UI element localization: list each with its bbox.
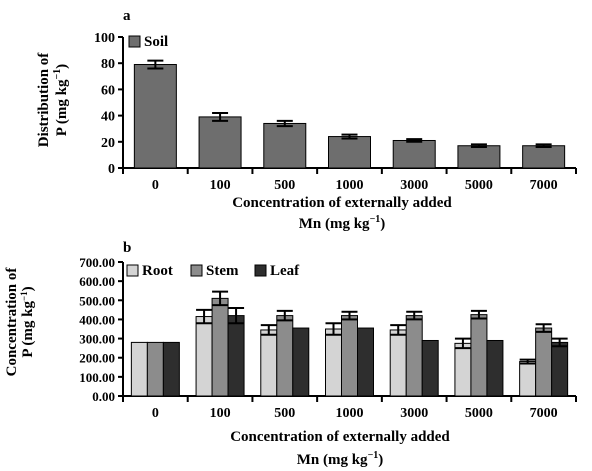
chart-a-xtick-label: 5000	[465, 178, 493, 193]
chart-a-xlabel-close: )	[380, 216, 385, 232]
chart-b-legend-swatch-root	[126, 264, 139, 277]
chart-b-ylabel-unit: P (mg kg	[20, 300, 36, 357]
chart-a-panel-label: a	[123, 8, 131, 24]
chart-a-xtick-label: 3000	[400, 178, 428, 193]
chart-b-panel-label: b	[123, 240, 131, 256]
chart-a-xtick-label: 1000	[336, 178, 364, 193]
chart-b-bar-root	[195, 316, 213, 397]
chart-a-bar-soil	[328, 136, 371, 169]
chart-a-xtick-label: 500	[274, 178, 295, 193]
chart-a-bar-soil	[198, 116, 242, 169]
chart-b-ylabel-line1: Concentration of	[4, 267, 20, 377]
chart-b-xtick-label: 1000	[336, 406, 364, 421]
chart-b-xlabel-close: )	[378, 452, 383, 468]
chart-b-bar-leaf	[162, 341, 180, 397]
chart-b-bar-leaf	[486, 339, 504, 397]
chart-a-ylabel-sup: −1	[52, 69, 63, 80]
chart-b-legend-label-root: Root	[142, 263, 173, 279]
chart-b-ytick-label: 700.00	[79, 255, 115, 270]
chart-b-bar-stem	[405, 315, 423, 397]
chart-b-bar-stem	[276, 315, 294, 397]
chart-a-ytick-label: 80	[101, 57, 115, 72]
chart-b-xlabel-sup: −1	[368, 450, 379, 461]
chart-a-xlabel-line2: Mn (mg kg−1)	[299, 214, 386, 232]
chart-a-xtick-label: 7000	[530, 178, 558, 193]
chart-b-bar-leaf	[227, 315, 245, 397]
chart-a-bar-soil	[392, 139, 436, 169]
chart-b-xtick-label: 5000	[465, 406, 493, 421]
chart-b-bar-root	[454, 342, 472, 397]
chart-a-ylabel-close: )	[54, 64, 70, 69]
chart-b-plot: 0.00 100.00 200.00 300.00 400.00 500.00 600.00…	[79, 255, 577, 421]
chart-b-bar-root	[130, 341, 148, 397]
chart-a: a Distribution of P (mg kg−1) Concentrat…	[36, 8, 577, 232]
chart-b-xtick-label: 100	[210, 406, 231, 421]
chart-b-ylabel-sup: −1	[19, 291, 29, 301]
chart-b-ylabel-line2: P (mg kg−1)	[19, 286, 36, 357]
chart-b-xtick-label: 3000	[400, 406, 428, 421]
chart-b: b Concentration of P (mg kg−1) Concentra…	[4, 240, 577, 468]
chart-b-xtick-label: 7000	[530, 406, 558, 421]
chart-b-bar-stem	[211, 297, 229, 397]
chart-a-ytick-label: 0	[108, 162, 115, 177]
chart-b-bar-leaf	[357, 327, 374, 397]
chart-b-xlabel-line1: Concentration of externally added	[230, 429, 450, 445]
chart-b-ytick-label: 300.00	[79, 332, 115, 347]
chart-b-bar-root	[519, 361, 537, 397]
chart-a-bar-soil	[263, 122, 307, 169]
chart-b-xlabel-unit: Mn (mg kg	[297, 452, 368, 468]
chart-a-bar-soil	[457, 145, 501, 169]
chart-b-bar-stem	[341, 315, 358, 397]
chart-b-xlabel-line2: Mn (mg kg−1)	[297, 450, 384, 468]
chart-b-bar-stem	[146, 341, 164, 397]
chart-b-xtick-label: 500	[274, 406, 295, 421]
chart-b-bar-root	[389, 329, 407, 397]
chart-b-xtick-label: 0	[152, 406, 159, 421]
chart-b-bar-stem	[535, 327, 553, 397]
chart-b-bar-leaf	[421, 339, 439, 397]
chart-a-ylabel-line1: Distribution of	[36, 52, 52, 148]
chart-a-ylabel-unit: P (mg kg	[54, 79, 70, 136]
chart-b-legend-swatch-stem	[190, 264, 203, 277]
chart-b-bar-leaf	[551, 341, 569, 397]
chart-a-ytick-label: 20	[101, 136, 115, 151]
chart-b-ytick-label: 200.00	[79, 351, 115, 366]
chart-a-ytick-label: 100	[94, 31, 115, 46]
chart-b-ytick-label: 400.00	[79, 312, 115, 327]
chart-a-ytick-label: 40	[101, 110, 115, 125]
chart-b-bar-leaf	[292, 327, 310, 397]
chart-a-xtick-label: 0	[152, 178, 159, 193]
chart-a-legend-swatch-soil	[128, 35, 141, 48]
chart-a-ytick-label: 60	[101, 83, 115, 98]
chart-a-legend-label-soil: Soil	[144, 34, 168, 50]
chart-b-bar-root	[260, 329, 278, 397]
chart-b-bar-stem	[470, 314, 488, 397]
chart-a-xlabel-line1: Concentration of externally added	[232, 195, 452, 211]
chart-b-bar-root	[325, 328, 342, 397]
chart-a-xlabel-unit: Mn (mg kg	[299, 216, 370, 232]
chart-b-ytick-label: 600.00	[79, 274, 115, 289]
chart-b-legend-label-leaf: Leaf	[270, 263, 300, 279]
chart-b-ylabel-close: )	[20, 286, 36, 291]
chart-b-legend-label-stem: Stem	[206, 263, 239, 279]
chart-b-ytick-label: 0.00	[92, 389, 115, 404]
chart-a-xlabel-sup: −1	[370, 214, 381, 225]
chart-b-ytick-label: 500.00	[79, 293, 115, 308]
chart-b-ytick-label: 100.00	[79, 370, 115, 385]
chart-b-legend-swatch-leaf	[254, 264, 267, 277]
chart-a-ylabel-line2: P (mg kg−1)	[52, 64, 70, 136]
chart-a-bar-soil	[522, 145, 566, 169]
chart-a-xtick-label: 100	[210, 178, 231, 193]
chart-a-bar-soil	[133, 64, 177, 169]
